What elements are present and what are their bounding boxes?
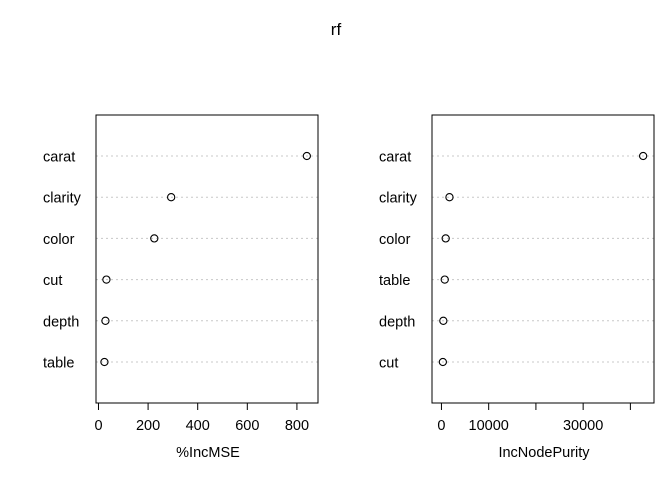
x-tick-label: 30000 bbox=[563, 418, 603, 434]
data-point bbox=[439, 316, 448, 325]
data-point bbox=[150, 234, 159, 243]
category-label: carat bbox=[43, 150, 75, 166]
x-tick-label: 200 bbox=[136, 418, 160, 434]
category-label: clarity bbox=[43, 191, 82, 207]
panel-incmse: carat clarity color cut depth table 0 200 400 600… bbox=[43, 114, 319, 461]
x-tick-label: 600 bbox=[235, 418, 259, 434]
category-label: cut bbox=[379, 356, 398, 372]
data-point bbox=[101, 316, 110, 325]
data-point bbox=[440, 275, 449, 284]
data-point bbox=[438, 357, 448, 367]
plot-frame-incmse bbox=[95, 114, 319, 404]
data-point bbox=[638, 151, 648, 161]
x-tick-label: 400 bbox=[186, 418, 210, 434]
data-point bbox=[167, 193, 176, 202]
data-point bbox=[445, 193, 454, 202]
data-point bbox=[441, 234, 450, 243]
panel-incnodepurity: carat clarity color table depth cut 0 10000 3000… bbox=[379, 114, 655, 461]
x-tick-label: 0 bbox=[94, 418, 102, 434]
category-label: table bbox=[43, 356, 74, 372]
x-tick-label: 800 bbox=[285, 418, 309, 434]
x-tick-label: 0 bbox=[437, 418, 445, 434]
category-label: color bbox=[379, 232, 411, 248]
category-label: cut bbox=[43, 273, 62, 289]
category-label: depth bbox=[43, 314, 79, 330]
data-point bbox=[102, 275, 111, 284]
category-label: depth bbox=[379, 314, 415, 330]
category-label: carat bbox=[379, 150, 411, 166]
x-tick-label: 10000 bbox=[469, 418, 509, 434]
chart-title: rf bbox=[331, 20, 342, 39]
category-label: clarity bbox=[379, 191, 418, 207]
data-point bbox=[302, 151, 311, 161]
plot-frame-incnodepurity bbox=[431, 114, 655, 404]
x-axis-label: %IncMSE bbox=[176, 445, 240, 461]
category-label: color bbox=[43, 232, 75, 248]
data-point bbox=[100, 357, 109, 367]
x-axis-label: IncNodePurity bbox=[498, 445, 590, 461]
category-label: table bbox=[379, 273, 410, 289]
